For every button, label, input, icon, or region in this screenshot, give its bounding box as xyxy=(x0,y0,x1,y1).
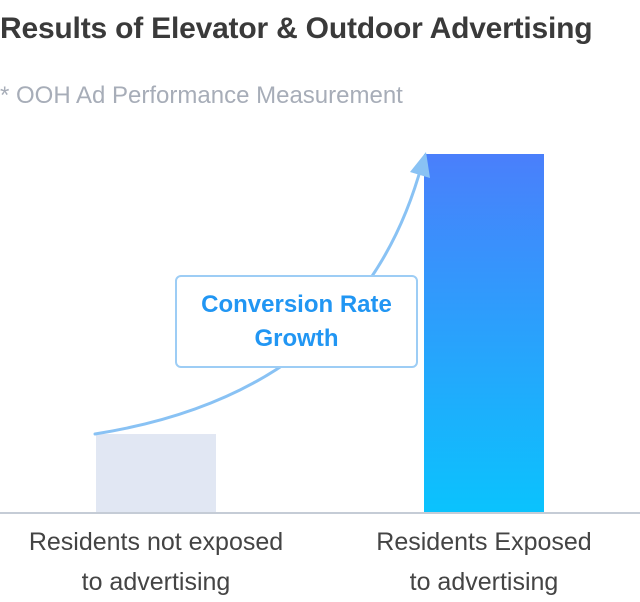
chart-title: Results of Elevator & Outdoor Advertisin… xyxy=(0,12,593,45)
category-label-line: to advertising xyxy=(409,568,559,596)
category-label-line: Residents not exposed xyxy=(28,528,284,556)
bar-exposed xyxy=(424,154,544,513)
category-label-not-exposed: Residents not exposed to advertising xyxy=(0,522,316,602)
growth-arrowhead xyxy=(410,152,430,178)
callout-text: Conversion Rate Growth xyxy=(201,288,392,356)
category-label-line: to advertising xyxy=(81,568,231,596)
conversion-growth-callout: Conversion Rate Growth xyxy=(175,275,418,368)
bar-not-exposed xyxy=(96,434,216,513)
category-label-exposed: Residents Exposed to advertising xyxy=(324,522,640,602)
category-label-line: Residents Exposed xyxy=(376,528,592,556)
chart-subtitle: * OOH Ad Performance Measurement xyxy=(0,82,403,109)
callout-line-2: Growth xyxy=(254,324,339,352)
callout-line-1: Conversion Rate xyxy=(201,290,392,318)
